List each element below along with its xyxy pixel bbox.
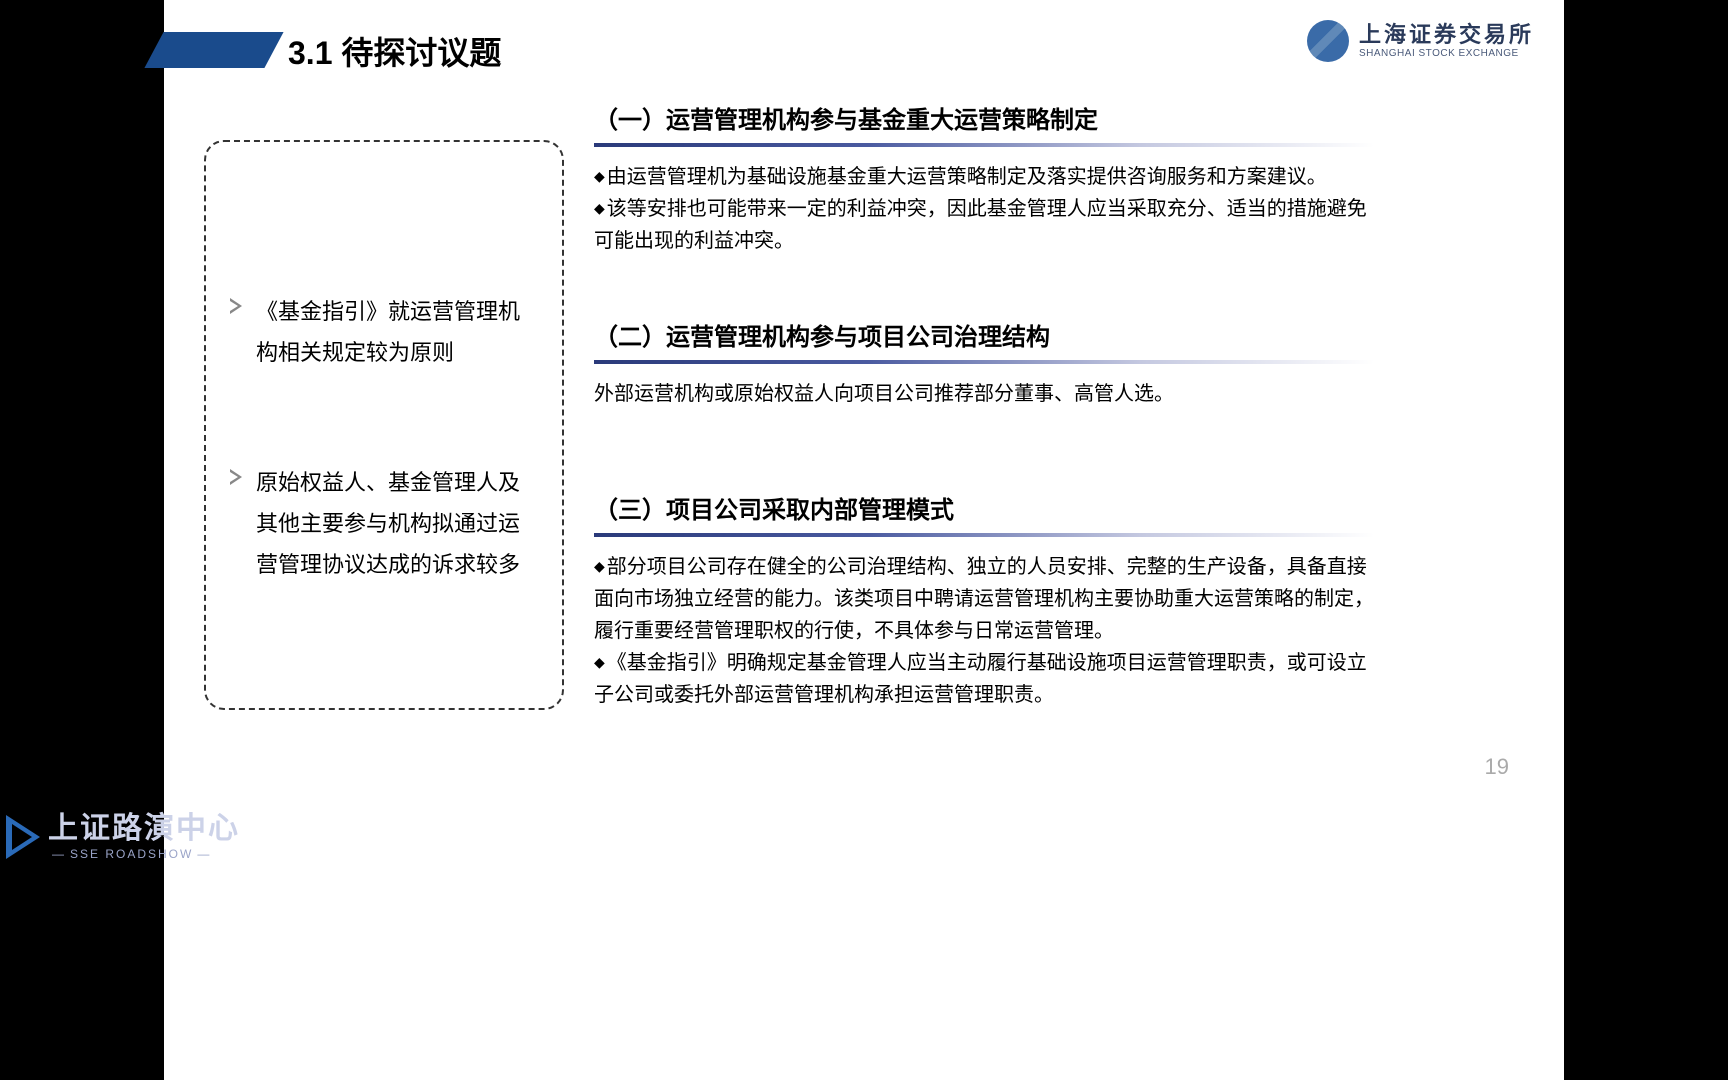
section-bullet: 由运营管理机为基础设施基金重大运营策略制定及落实提供咨询服务和方案建议。	[594, 161, 1374, 193]
chevron-icon	[230, 469, 242, 485]
page-number: 19	[1485, 754, 1509, 780]
section-body: 外部运营机构或原始权益人向项目公司推荐部分董事、高管人选。	[594, 378, 1374, 410]
section-title: （一）运营管理机构参与基金重大运营策略制定	[594, 100, 1374, 135]
section-title: （三）项目公司采取内部管理模式	[594, 490, 1374, 525]
summary-item: 《基金指引》就运营管理机构相关规定较为原则	[230, 292, 538, 373]
sse-logo-icon	[1307, 20, 1349, 62]
section-2: （二）运营管理机构参与项目公司治理结构 外部运营机构或原始权益人向项目公司推荐部…	[594, 317, 1374, 410]
summary-dashed-box: 《基金指引》就运营管理机构相关规定较为原则 原始权益人、基金管理人及其他主要参与…	[204, 140, 564, 710]
section-divider	[594, 360, 1374, 364]
content-column: （一）运营管理机构参与基金重大运营策略制定 由运营管理机为基础设施基金重大运营策…	[594, 100, 1374, 761]
section-bullet: 《基金指引》明确规定基金管理人应当主动履行基础设施项目运营管理职责，或可设立子公…	[594, 647, 1374, 711]
watermark-cn: 上证路演中心	[48, 814, 240, 844]
play-icon	[6, 815, 40, 859]
watermark-en: SSE ROADSHOW	[48, 848, 240, 860]
chevron-icon	[230, 298, 242, 314]
section-1: （一）运营管理机构参与基金重大运营策略制定 由运营管理机为基础设施基金重大运营策…	[594, 100, 1374, 257]
section-3: （三）项目公司采取内部管理模式 部分项目公司存在健全的公司治理结构、独立的人员安…	[594, 490, 1374, 711]
section-divider	[594, 533, 1374, 537]
summary-item-text: 原始权益人、基金管理人及其他主要参与机构拟通过运营管理协议达成的诉求较多	[256, 470, 520, 576]
sse-logo: 上海证券交易所 SHANGHAI STOCK EXCHANGE	[1307, 20, 1534, 62]
section-bullet: 该等安排也可能带来一定的利益冲突，因此基金管理人应当采取充分、适当的措施避免可能…	[594, 193, 1374, 257]
slide-title: 3.1 待探讨议题	[288, 28, 501, 74]
roadshow-watermark: 上证路演中心 SSE ROADSHOW	[6, 814, 240, 860]
slide-canvas: 3.1 待探讨议题 上海证券交易所 SHANGHAI STOCK EXCHANG…	[164, 0, 1564, 1080]
sse-logo-text: 上海证券交易所 SHANGHAI STOCK EXCHANGE	[1359, 23, 1534, 58]
header-accent-shape	[144, 32, 283, 68]
section-bullet: 部分项目公司存在健全的公司治理结构、独立的人员安排、完整的生产设备，具备直接面向…	[594, 551, 1374, 647]
summary-item: 原始权益人、基金管理人及其他主要参与机构拟通过运营管理协议达成的诉求较多	[230, 463, 538, 585]
section-divider	[594, 143, 1374, 147]
summary-item-text: 《基金指引》就运营管理机构相关规定较为原则	[256, 299, 520, 365]
sse-logo-cn: 上海证券交易所	[1359, 23, 1534, 47]
section-title: （二）运营管理机构参与项目公司治理结构	[594, 317, 1374, 352]
sse-logo-en: SHANGHAI STOCK EXCHANGE	[1359, 48, 1534, 59]
watermark-text: 上证路演中心 SSE ROADSHOW	[48, 814, 240, 860]
